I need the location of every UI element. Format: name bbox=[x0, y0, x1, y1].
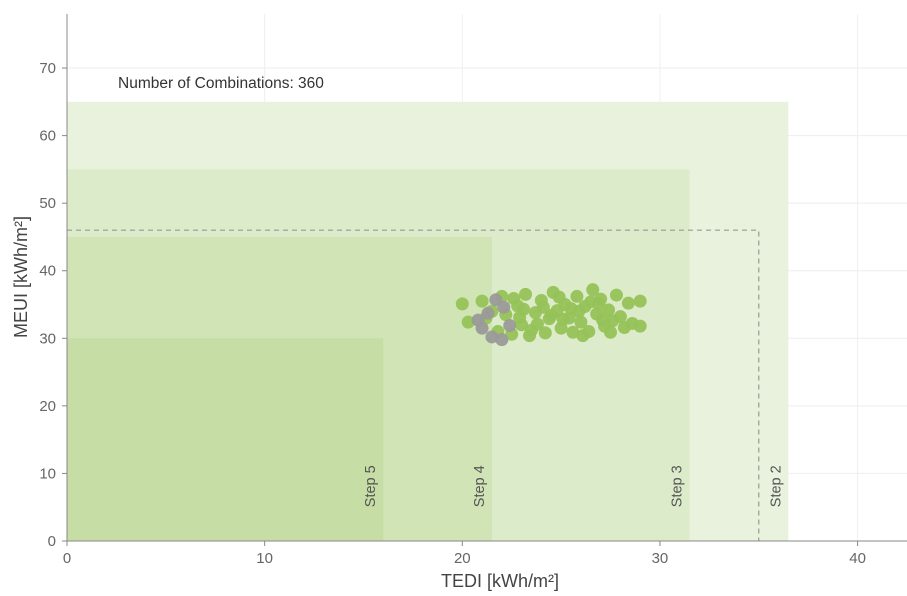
data-point bbox=[570, 289, 584, 303]
y-tick-label: 30 bbox=[39, 330, 56, 347]
data-point bbox=[604, 325, 618, 339]
x-axis-title: TEDI [kWh/m²] bbox=[441, 571, 559, 591]
data-point bbox=[530, 317, 544, 331]
data-point bbox=[495, 333, 509, 347]
combinations-annotation: Number of Combinations: 360 bbox=[118, 75, 324, 92]
data-point bbox=[621, 296, 635, 310]
x-tick-label: 40 bbox=[849, 550, 866, 567]
data-point bbox=[544, 308, 558, 322]
data-point bbox=[455, 297, 469, 311]
data-point bbox=[522, 329, 536, 343]
y-tick-label: 50 bbox=[39, 195, 56, 212]
data-point bbox=[517, 302, 531, 316]
data-point bbox=[475, 294, 489, 308]
data-point bbox=[485, 330, 499, 344]
step-label: Step 4 bbox=[472, 465, 488, 507]
data-point bbox=[613, 310, 627, 324]
axes bbox=[66, 14, 907, 542]
x-tick-label: 10 bbox=[256, 550, 273, 567]
data-point bbox=[609, 288, 623, 302]
data-point bbox=[471, 313, 485, 327]
data-point bbox=[602, 303, 616, 317]
data-point bbox=[538, 326, 552, 340]
y-tick-label: 40 bbox=[39, 263, 56, 280]
y-tick-label: 60 bbox=[39, 128, 56, 145]
tick-labels: 0 10 20 30 40 0 10 20 30 40 50 60 70 bbox=[39, 60, 866, 567]
data-point bbox=[503, 318, 517, 332]
data-point bbox=[592, 297, 606, 311]
x-tick-label: 0 bbox=[63, 550, 71, 567]
data-point bbox=[586, 283, 600, 297]
y-tick-label: 0 bbox=[48, 533, 56, 550]
data-point bbox=[574, 315, 588, 329]
data-point bbox=[556, 312, 570, 326]
data-point bbox=[633, 294, 647, 308]
data-point bbox=[576, 329, 590, 343]
y-axis-title: MEUI [kWh/m²] bbox=[11, 216, 31, 338]
data-point bbox=[572, 304, 586, 318]
data-points bbox=[455, 283, 647, 347]
data-point bbox=[633, 319, 647, 333]
data-point bbox=[596, 313, 610, 327]
step-label: Step 2 bbox=[768, 465, 784, 507]
step-label: Step 3 bbox=[670, 465, 686, 507]
step-labels: Step 2 Step 3 Step 4 Step 5 bbox=[363, 465, 784, 507]
y-tick-label: 20 bbox=[39, 398, 56, 415]
y-tick-label: 70 bbox=[39, 60, 56, 77]
data-point bbox=[566, 325, 580, 339]
data-point bbox=[519, 287, 533, 301]
step-label: Step 5 bbox=[363, 465, 379, 507]
data-point bbox=[536, 300, 550, 314]
x-tick-label: 20 bbox=[454, 550, 471, 567]
data-point bbox=[481, 306, 495, 320]
data-point bbox=[497, 300, 511, 314]
data-point bbox=[461, 315, 475, 329]
y-tick-label: 10 bbox=[39, 465, 56, 482]
step-region bbox=[67, 338, 384, 541]
data-point bbox=[552, 290, 566, 304]
step-regions bbox=[67, 101, 789, 541]
data-point bbox=[507, 291, 521, 305]
x-tick-label: 30 bbox=[652, 550, 669, 567]
